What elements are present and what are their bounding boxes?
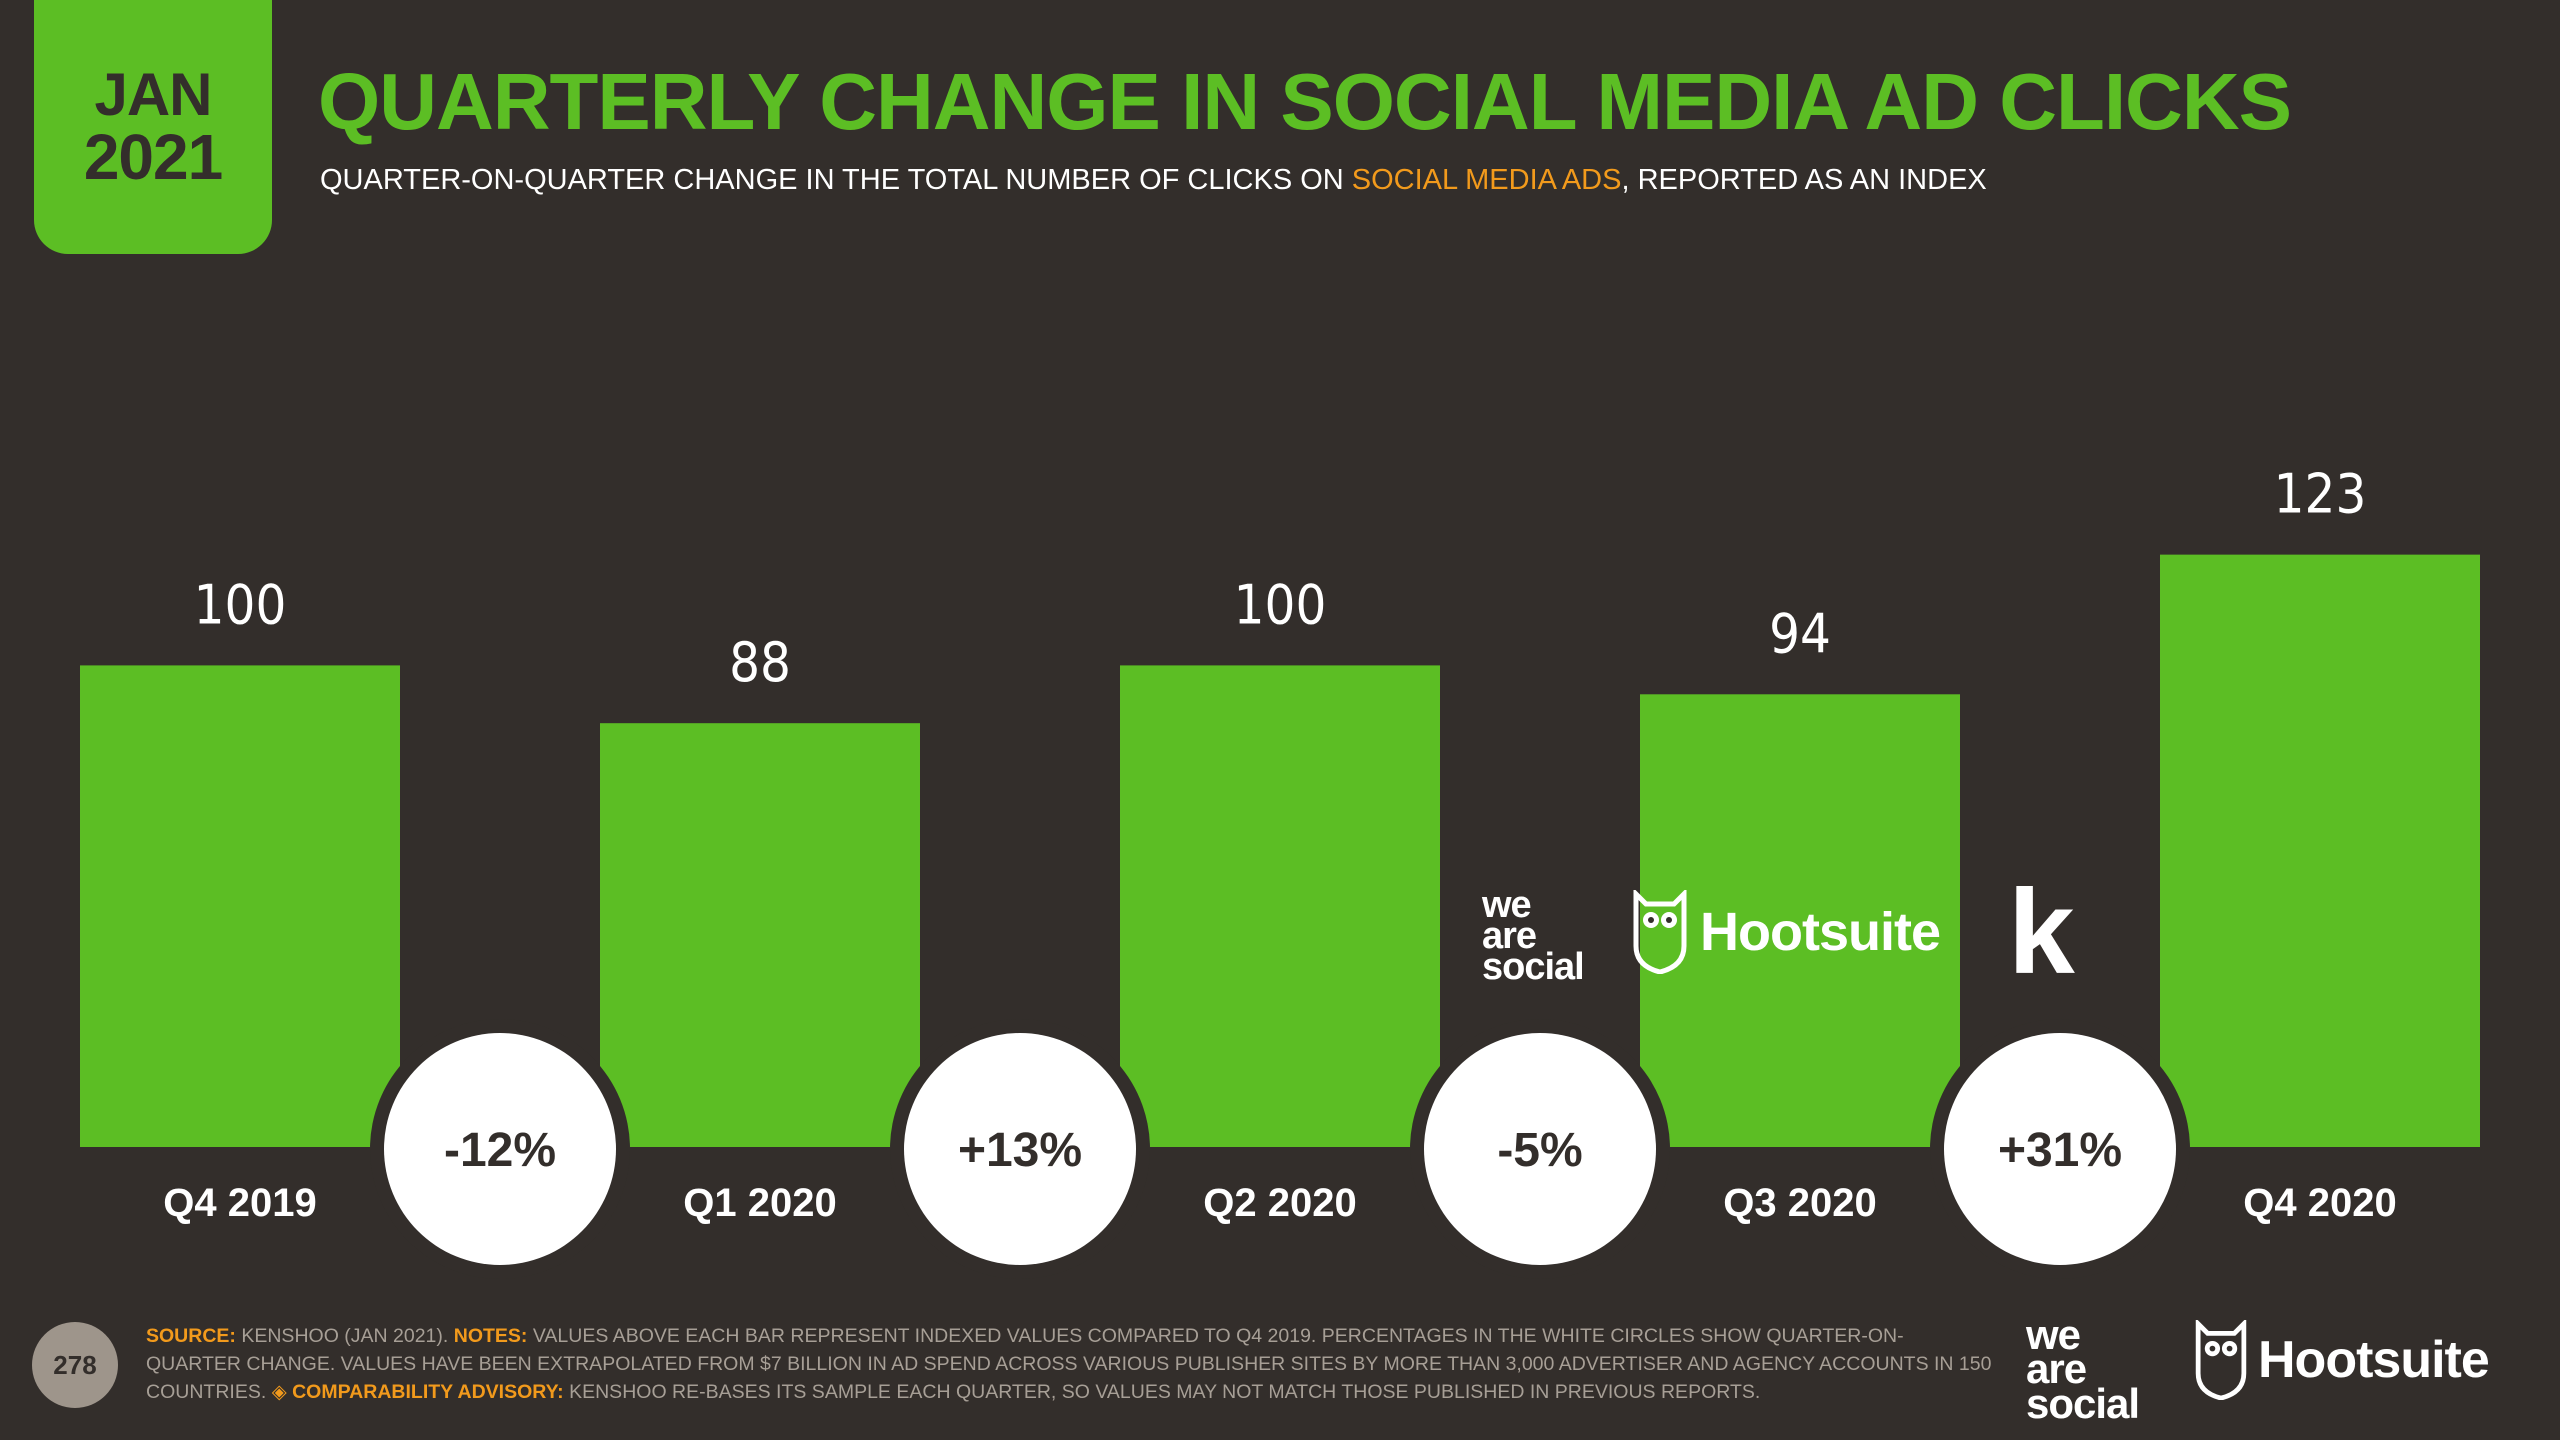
change-label: -12% — [444, 1124, 556, 1177]
footer-logo-text-we: we — [2026, 1311, 2081, 1358]
category-label: Q2 2020 — [1203, 1181, 1356, 1225]
category-label: Q1 2020 — [683, 1181, 836, 1225]
bar-4 — [2160, 554, 2480, 1147]
footnote: SOURCE: KENSHOO (JAN 2021). NOTES: VALUE… — [146, 1322, 1996, 1406]
category-label: Q4 2019 — [163, 1181, 316, 1225]
change-label: +31% — [1998, 1124, 2122, 1177]
footer-logo-text-social: social — [2026, 1379, 2140, 1427]
bar-value-label: 100 — [194, 573, 287, 636]
logo-text-social: social — [1482, 946, 1585, 989]
category-label: Q4 2020 — [2243, 1181, 2396, 1225]
bar-value-label: 123 — [2274, 463, 2367, 526]
change-circle — [1424, 1033, 1656, 1265]
advisory-label: ◈ COMPARABILITY ADVISORY: — [271, 1381, 564, 1403]
bar-1 — [600, 723, 920, 1147]
bar-value-label: 88 — [729, 631, 791, 694]
bar-3 — [1640, 694, 1960, 1147]
footer-logo-text-are: are — [2026, 1345, 2087, 1393]
kenshoo-logo: k — [2008, 872, 2075, 992]
we-are-social-logo: we are social — [1482, 884, 1585, 989]
hootsuite-footer-logo: Hootsuite — [2194, 1320, 2490, 1400]
bar-0 — [80, 665, 400, 1147]
bar-value-label: 100 — [1234, 573, 1327, 636]
bar-2 — [1120, 665, 1440, 1147]
category-label: Q3 2020 — [1723, 1181, 1876, 1225]
owl-footer-icon — [2195, 1320, 2247, 1400]
we-are-social-footer-logo: we are social — [2026, 1311, 2140, 1427]
bar-value-label: 94 — [1769, 602, 1831, 665]
advisory-text: KENSHOO RE-BASES ITS SAMPLE EACH QUARTER… — [563, 1381, 1761, 1403]
change-circle — [1944, 1033, 2176, 1265]
page-number: 278 — [32, 1322, 118, 1408]
subtitle-text-end: , REPORTED AS AN INDEX — [1621, 164, 1987, 196]
notes-label: NOTES: — [453, 1325, 528, 1347]
subtitle-text: QUARTER-ON-QUARTER CHANGE IN THE TOTAL N… — [320, 164, 1352, 196]
source-text: KENSHOO (JAN 2021). — [235, 1325, 454, 1347]
hootsuite-logo: Hootsuite — [1632, 890, 1941, 974]
logo-text-are: are — [1482, 915, 1537, 958]
change-circle — [904, 1033, 1136, 1265]
badge-month: JAN — [94, 60, 212, 128]
date-badge: JAN 2021 — [34, 0, 272, 254]
source-label: SOURCE: — [146, 1325, 236, 1347]
kenshoo-wordmark: k — [2008, 865, 2075, 999]
owl-icon — [1633, 890, 1687, 974]
logo-text-we: we — [1482, 884, 1532, 926]
change-label: -5% — [1497, 1124, 1582, 1177]
subtitle-highlight: SOCIAL MEDIA ADS — [1351, 164, 1622, 196]
notes-text: VALUES ABOVE EACH BAR REPRESENT INDEXED … — [146, 1325, 1992, 1403]
badge-year: 2021 — [83, 120, 223, 193]
page-subtitle: QUARTER-ON-QUARTER CHANGE IN THE TOTAL N… — [320, 164, 1987, 197]
page-title: QUARTERLY CHANGE IN SOCIAL MEDIA AD CLIC… — [318, 57, 2292, 146]
change-label: +13% — [958, 1124, 1082, 1177]
hootsuite-wordmark: Hootsuite — [1700, 902, 1941, 962]
change-circle — [384, 1033, 616, 1265]
hootsuite-footer-wordmark: Hootsuite — [2258, 1331, 2490, 1389]
